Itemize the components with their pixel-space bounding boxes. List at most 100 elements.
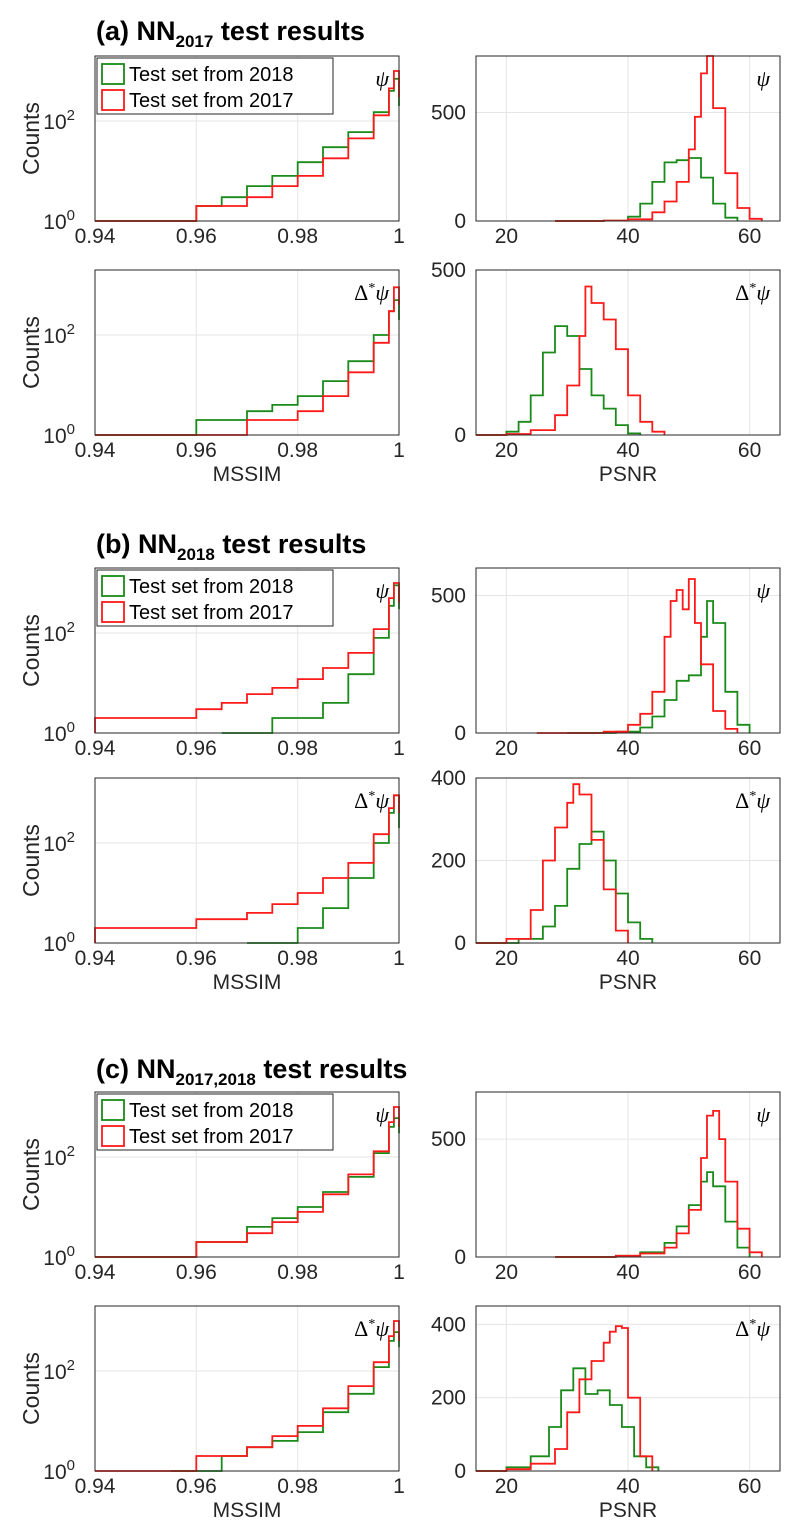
subplot-a-psnr-delta: 20 40 60 0 500 PSNR Δ*ψ: [431, 259, 781, 486]
x-tick-label: 0.98: [277, 1261, 318, 1284]
y-axis-label: Counts: [18, 1352, 44, 1425]
x-tick-label: 0.96: [176, 947, 217, 970]
y-tick-label: 0: [454, 1460, 466, 1483]
axes-frame: [94, 567, 400, 734]
x-axis-label: PSNR: [599, 463, 657, 486]
tag-psi: ψ: [756, 578, 770, 603]
series-line-2017: [95, 70, 400, 222]
legend-swatch-2018: [101, 575, 125, 597]
y-axis-label: Counts: [18, 824, 44, 897]
series-line-2018: [555, 157, 739, 222]
legend-swatch-2018: [101, 1099, 125, 1121]
legend-label-2017: Test set from 2017: [129, 602, 294, 624]
x-axis-label: PSNR: [599, 1499, 657, 1522]
axes-frame: [94, 1091, 400, 1258]
legend-label-2018: Test set from 2018: [129, 64, 294, 86]
x-tick-label: 0.94: [75, 947, 116, 970]
legend-frame: [96, 569, 334, 627]
series-line-2018: [567, 600, 751, 734]
legend-swatch-2018: [101, 63, 125, 85]
x-tick-label: 20: [495, 1475, 518, 1498]
y-tick-label: 200: [431, 850, 466, 873]
tag-psi: ψ: [375, 66, 389, 91]
axes-frame: [475, 567, 781, 734]
y-axis-label: Counts: [18, 316, 44, 389]
series-line-2017: [94, 794, 400, 943]
x-tick-label: 20: [495, 225, 518, 248]
y-tick-label: 100: [43, 421, 75, 448]
y-tick-label: 100: [43, 1243, 75, 1270]
y-tick-label: 102: [43, 619, 75, 646]
axes-frame: [475, 55, 781, 222]
tag-delta: Δ*ψ: [354, 1316, 389, 1341]
y-tick-label: 0: [454, 932, 466, 955]
x-tick-label: 20: [495, 439, 518, 462]
legend: Test set from 2018 Test set from 2017: [96, 57, 334, 115]
axes-frame: [475, 1091, 781, 1258]
legend-swatch-2017: [101, 1125, 125, 1147]
legend-label-2018: Test set from 2018: [129, 1100, 294, 1122]
x-tick-label: 60: [738, 225, 761, 248]
x-tick-label: 0.98: [277, 947, 318, 970]
axes-frame: [94, 1305, 400, 1472]
y-tick-label: 102: [43, 1357, 75, 1384]
x-tick-label: 0.96: [176, 1261, 217, 1284]
axes-frame: [94, 269, 400, 436]
x-tick-label: 0.94: [75, 737, 116, 760]
axes-frame: [475, 269, 781, 436]
series-line-2018: [476, 325, 642, 436]
legend-swatch-2017: [101, 601, 125, 623]
axes-frame: [94, 55, 400, 222]
tag-delta: Δ*ψ: [735, 1316, 770, 1341]
tag-psi: ψ: [756, 1102, 770, 1127]
series-line-2017: [95, 286, 400, 436]
y-tick-label: 400: [431, 1313, 466, 1336]
y-tick-label: 200: [431, 1387, 466, 1410]
x-tick-label: 0.96: [176, 737, 217, 760]
subplot-c-psnr-delta: 20 40 60 0 200 400 PSNR Δ*ψ: [431, 1305, 781, 1522]
x-tick-label: 60: [738, 737, 761, 760]
series-line-2018: [171, 1331, 400, 1472]
subplot-a-psnr-psi: 20 40 60 0 500 ψ: [431, 55, 781, 248]
panel-title-a: (a) NN2017 test results: [96, 16, 365, 51]
legend-label-2018: Test set from 2018: [129, 576, 294, 598]
x-tick-label: 40: [616, 947, 639, 970]
y-tick-label: 0: [454, 210, 466, 233]
x-axis-label: MSSIM: [213, 971, 282, 994]
x-tick-label: 40: [616, 1475, 639, 1498]
y-tick-label: 0: [454, 1246, 466, 1269]
y-tick-label: 500: [431, 1128, 466, 1151]
legend-frame: [96, 57, 334, 115]
x-tick-label: 60: [738, 439, 761, 462]
x-tick-label: 0.94: [75, 439, 116, 462]
tag-psi: ψ: [756, 66, 770, 91]
y-tick-label: 102: [43, 829, 75, 856]
y-tick-label: 100: [43, 1457, 75, 1484]
y-tick-label: 102: [43, 321, 75, 348]
legend-label-2017: Test set from 2017: [129, 1126, 294, 1148]
y-tick-label: 102: [43, 107, 75, 134]
x-tick-label: 60: [738, 1261, 761, 1284]
tag-delta: Δ*ψ: [735, 280, 770, 305]
x-tick-label: 0.94: [75, 1261, 116, 1284]
series-line-2017: [555, 55, 763, 222]
y-axis-label: Counts: [18, 102, 44, 175]
y-tick-label: 400: [431, 767, 466, 790]
x-tick-label: 0.96: [176, 1475, 217, 1498]
x-tick-label: 20: [495, 1261, 518, 1284]
legend-frame: [96, 1093, 334, 1151]
axes-frame: [94, 777, 400, 944]
series-line-2018: [476, 1367, 660, 1472]
x-tick-label: 0.98: [277, 1475, 318, 1498]
x-tick-label: 1: [393, 439, 405, 462]
x-tick-label: 40: [616, 439, 639, 462]
series-line-2018: [95, 299, 400, 436]
legend-swatch-2017: [101, 89, 125, 111]
y-tick-label: 0: [454, 424, 466, 447]
